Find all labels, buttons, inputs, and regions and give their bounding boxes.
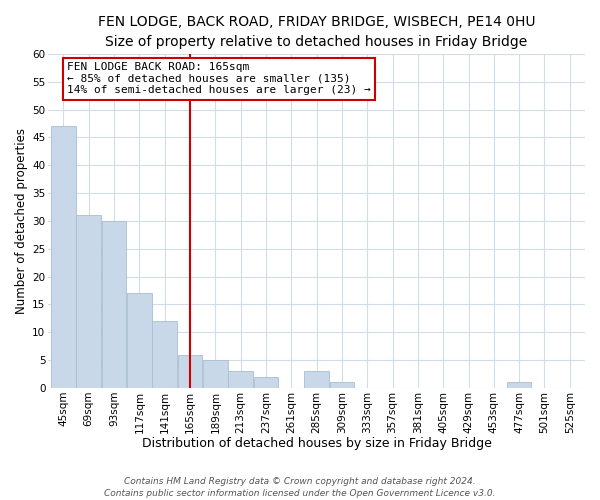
Bar (178, 354, 202, 388)
Bar (254, 377, 278, 388)
Bar (329, 382, 354, 388)
Text: Contains HM Land Registry data © Crown copyright and database right 2024.
Contai: Contains HM Land Registry data © Crown c… (104, 476, 496, 498)
Bar (152, 321, 177, 388)
Text: FEN LODGE BACK ROAD: 165sqm
← 85% of detached houses are smaller (135)
14% of se: FEN LODGE BACK ROAD: 165sqm ← 85% of det… (67, 62, 371, 96)
Y-axis label: Number of detached properties: Number of detached properties (15, 128, 28, 314)
Bar (127, 294, 152, 388)
Bar (203, 360, 227, 388)
X-axis label: Distribution of detached houses by size in Friday Bridge: Distribution of detached houses by size … (142, 437, 491, 450)
Bar (304, 371, 329, 388)
Bar (229, 371, 253, 388)
Title: FEN LODGE, BACK ROAD, FRIDAY BRIDGE, WISBECH, PE14 0HU
Size of property relative: FEN LODGE, BACK ROAD, FRIDAY BRIDGE, WIS… (98, 15, 535, 48)
Bar (76, 216, 101, 388)
Bar (507, 382, 532, 388)
Bar (51, 126, 76, 388)
Bar (102, 221, 127, 388)
